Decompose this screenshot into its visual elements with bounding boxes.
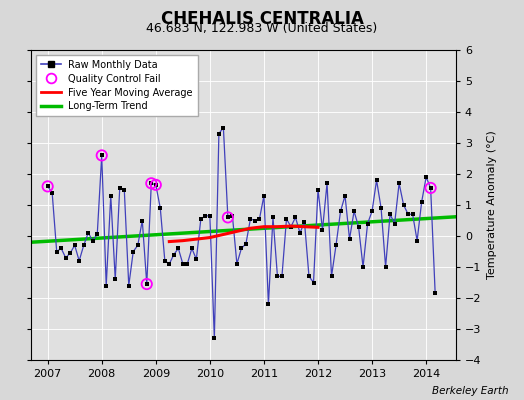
Point	[273, 273, 281, 280]
Point	[97, 152, 106, 158]
Point	[422, 174, 430, 180]
Point	[192, 256, 201, 262]
Point	[309, 279, 318, 286]
Point	[224, 214, 232, 221]
Point	[84, 230, 92, 236]
Point	[377, 205, 385, 211]
Point	[89, 238, 97, 244]
Point	[260, 192, 268, 199]
Point	[143, 281, 151, 287]
Point	[93, 231, 102, 238]
Point	[359, 264, 367, 270]
Point	[368, 208, 376, 214]
Point	[427, 185, 435, 191]
Point	[233, 261, 241, 267]
Point	[395, 180, 403, 186]
Point	[386, 211, 394, 218]
Point	[427, 185, 435, 191]
Point	[61, 254, 70, 261]
Point	[291, 214, 300, 221]
Point	[151, 182, 160, 188]
Point	[404, 211, 412, 218]
Point	[336, 208, 345, 214]
Point	[413, 238, 421, 244]
Point	[170, 251, 178, 258]
Point	[242, 240, 250, 247]
Point	[373, 177, 381, 183]
Point	[151, 182, 160, 188]
Text: 46.683 N, 122.983 W (United States): 46.683 N, 122.983 W (United States)	[146, 22, 378, 35]
Point	[147, 180, 156, 186]
Point	[75, 258, 83, 264]
Point	[318, 226, 326, 233]
Point	[246, 216, 255, 222]
Point	[255, 216, 264, 222]
Point	[323, 180, 331, 186]
Point	[125, 282, 133, 289]
Point	[66, 250, 74, 256]
Point	[71, 242, 79, 248]
Point	[206, 213, 214, 219]
Point	[332, 242, 340, 248]
Point	[282, 216, 291, 222]
Point	[314, 186, 322, 193]
Point	[111, 276, 119, 282]
Point	[57, 245, 66, 252]
Point	[97, 152, 106, 158]
Point	[102, 282, 111, 289]
Point	[179, 261, 187, 267]
Point	[350, 208, 358, 214]
Point	[228, 213, 237, 219]
Point	[408, 211, 417, 218]
Point	[156, 205, 165, 211]
Point	[219, 124, 227, 131]
Text: Berkeley Earth: Berkeley Earth	[432, 386, 508, 396]
Point	[390, 220, 399, 227]
Point	[215, 130, 223, 137]
Point	[305, 273, 313, 280]
Point	[52, 248, 61, 255]
Point	[196, 216, 205, 222]
Point	[80, 242, 88, 248]
Point	[183, 261, 191, 267]
Point	[363, 220, 372, 227]
Point	[354, 224, 363, 230]
Point	[381, 264, 390, 270]
Point	[138, 217, 147, 224]
Point	[165, 261, 173, 267]
Point	[278, 273, 286, 280]
Point	[287, 224, 295, 230]
Point	[129, 248, 137, 255]
Point	[120, 186, 128, 193]
Point	[296, 230, 304, 236]
Point	[224, 214, 232, 221]
Point	[201, 213, 210, 219]
Point	[143, 281, 151, 287]
Point	[43, 183, 52, 190]
Legend: Raw Monthly Data, Quality Control Fail, Five Year Moving Average, Long-Term Tren: Raw Monthly Data, Quality Control Fail, …	[36, 55, 198, 116]
Point	[264, 301, 272, 307]
Point	[328, 273, 336, 280]
Point	[161, 258, 169, 264]
Point	[43, 183, 52, 190]
Text: CHEHALIS CENTRALIA: CHEHALIS CENTRALIA	[160, 10, 364, 28]
Point	[341, 192, 349, 199]
Point	[116, 185, 124, 191]
Point	[300, 219, 309, 225]
Point	[188, 245, 196, 252]
Point	[269, 214, 277, 221]
Y-axis label: Temperature Anomaly (°C): Temperature Anomaly (°C)	[487, 131, 497, 279]
Point	[250, 217, 259, 224]
Point	[431, 290, 439, 296]
Point	[174, 245, 182, 252]
Point	[106, 192, 115, 199]
Point	[147, 180, 156, 186]
Point	[48, 189, 57, 196]
Point	[399, 202, 408, 208]
Point	[418, 199, 426, 205]
Point	[237, 245, 246, 252]
Point	[345, 236, 354, 242]
Point	[210, 335, 219, 342]
Point	[134, 242, 142, 248]
